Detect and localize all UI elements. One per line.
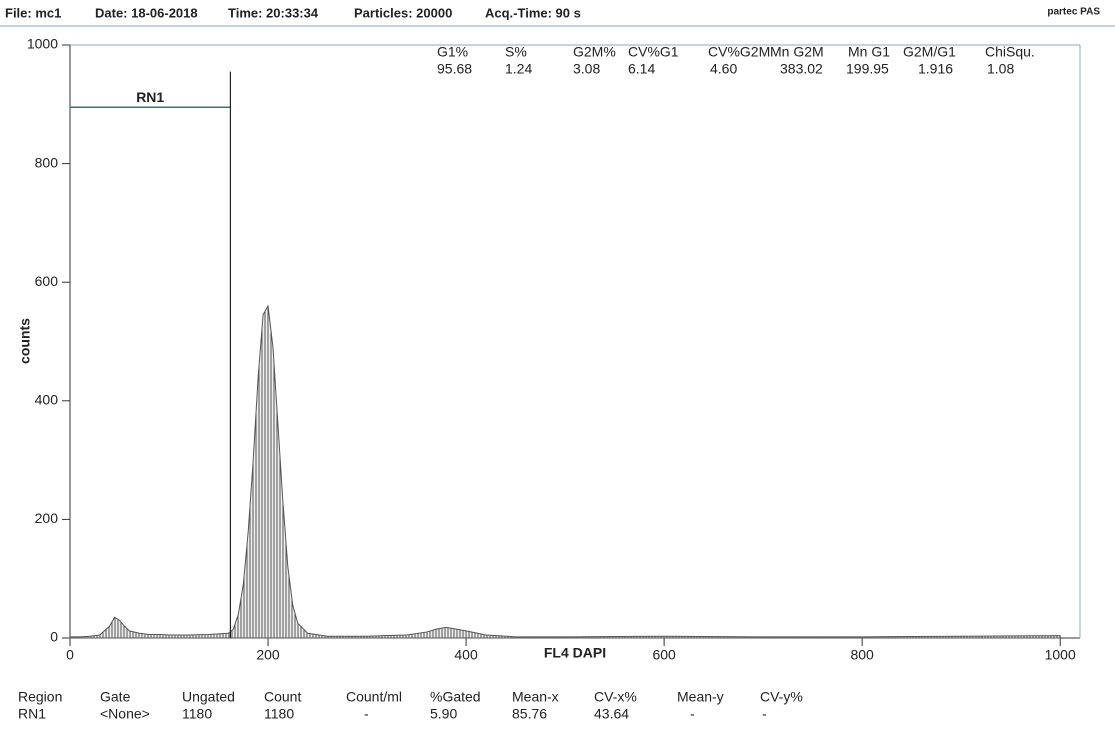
x-tick-label: 600 xyxy=(652,647,676,663)
stat-value: 383.02 xyxy=(780,61,823,77)
stat-value: 1.24 xyxy=(505,61,532,77)
x-tick-label: 400 xyxy=(454,647,478,663)
acq-time: Acq.-Time: 90 s xyxy=(485,5,581,20)
table-header: Count xyxy=(264,689,301,705)
y-tick-label: 1000 xyxy=(27,36,58,52)
table-header: %Gated xyxy=(430,689,481,705)
stat-header: G2M% xyxy=(573,44,616,60)
stat-value: 3.08 xyxy=(573,61,600,77)
table-header: Region xyxy=(18,689,62,705)
table-header: Count/ml xyxy=(346,689,402,705)
table-cell: 5.90 xyxy=(430,706,457,722)
table-cell: - xyxy=(364,706,369,722)
table-header: Ungated xyxy=(182,689,235,705)
stat-header: CV%G2M xyxy=(708,44,770,60)
stat-header: CV%G1 xyxy=(628,44,679,60)
stat-value: 1.08 xyxy=(987,61,1014,77)
table-header: CV-x% xyxy=(594,689,637,705)
table-header: Gate xyxy=(100,689,131,705)
stat-value: 6.14 xyxy=(628,61,655,77)
y-tick-label: 600 xyxy=(35,273,59,289)
stat-value: 1.916 xyxy=(918,61,953,77)
y-tick-label: 800 xyxy=(35,154,59,170)
stat-header: ChiSqu. xyxy=(985,44,1035,60)
time: Time: 20:33:34 xyxy=(228,5,319,20)
date: Date: 18-06-2018 xyxy=(95,5,198,20)
x-tick-label: 1000 xyxy=(1045,647,1076,663)
table-header: Mean-x xyxy=(512,689,559,705)
particles: Particles: 20000 xyxy=(354,5,452,20)
histogram-area xyxy=(69,304,1061,639)
table-cell: RN1 xyxy=(18,706,46,722)
stat-value: 199.95 xyxy=(846,61,889,77)
file: File: mc1 xyxy=(5,5,61,20)
stat-value: 95.68 xyxy=(437,61,472,77)
x-tick-label: 0 xyxy=(66,647,74,663)
table-cell: 85.76 xyxy=(512,706,547,722)
stat-header: Mn G2M xyxy=(770,44,824,60)
x-tick-label: 200 xyxy=(256,647,280,663)
y-axis-label: counts xyxy=(17,318,33,364)
stat-header: G1% xyxy=(437,44,468,60)
table-cell: 1180 xyxy=(264,706,294,722)
table-cell: - xyxy=(762,706,767,722)
table-header: CV-y% xyxy=(760,689,803,705)
table-cell: - xyxy=(690,706,695,722)
x-tick-label: 800 xyxy=(850,647,874,663)
stat-header: G2M/G1 xyxy=(903,44,956,60)
stat-header: S% xyxy=(505,44,527,60)
y-tick-label: 400 xyxy=(35,392,59,408)
x-axis-label: FL4 DAPI xyxy=(544,645,606,661)
table-cell: 43.64 xyxy=(594,706,629,722)
brand: partec PAS xyxy=(1047,7,1100,18)
table-header: Mean-y xyxy=(677,689,724,705)
region-label: RN1 xyxy=(136,89,164,105)
y-tick-label: 0 xyxy=(50,629,58,645)
table-cell: 1180 xyxy=(182,706,212,722)
table-cell: <None> xyxy=(100,706,150,722)
stat-header: Mn G1 xyxy=(848,44,890,60)
y-tick-label: 200 xyxy=(35,510,59,526)
stat-value: 4.60 xyxy=(710,61,737,77)
